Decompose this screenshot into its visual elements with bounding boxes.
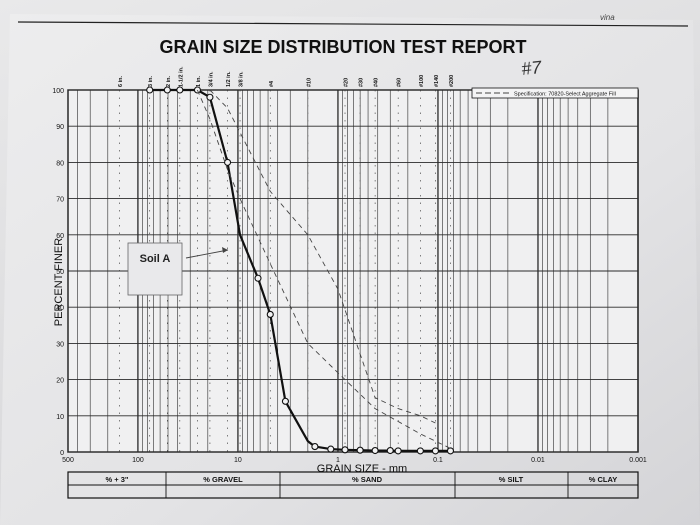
sieve-label: 1/2 in. [226, 71, 232, 87]
sieve-label: #30 [359, 78, 365, 87]
x-axis-label: GRAIN SIZE - mm [317, 463, 407, 475]
y-tick-label: 50 [56, 269, 64, 276]
footer-table: % + 3" % GRAVEL % SAND % SILT % CLAY [67, 471, 639, 499]
sieve-label: 3/4 in. [208, 71, 214, 87]
y-tick-label: 10 [56, 414, 64, 421]
sieve-label: 3/8 in. [239, 71, 245, 87]
soil-a-data-point [416, 447, 424, 455]
sieve-label: #20 [344, 78, 350, 87]
sieve-label: #200 [449, 75, 455, 87]
soil-a-data-point [206, 93, 214, 101]
sieve-labels: 6 in. 3 in. 2 in. 1-1/2 in. 1 in. 3/4 in. 1/2 … [118, 66, 455, 87]
footer-col-sand: % SAND [352, 475, 383, 484]
callout-label: Soil A [140, 253, 171, 265]
y-tick-label: 0 [60, 450, 64, 457]
legend-box [471, 87, 639, 99]
soil-a-callout: Soil A [127, 242, 229, 296]
series-layer [146, 86, 455, 455]
soil-a-data-point [254, 274, 262, 282]
sieve-label: #4 [269, 80, 275, 87]
soil-a-data-point [281, 397, 289, 405]
border-line-top [17, 21, 689, 27]
corner-scribble: vina [600, 13, 615, 22]
x-tick-label: 0.1 [433, 457, 443, 464]
sieve-label: #10 [306, 78, 312, 87]
spec-limit-line-1 [196, 89, 451, 449]
x-tick-label: 0.001 [629, 457, 647, 464]
sieve-label: 1 in. [196, 76, 202, 87]
footer-col-plus3: % + 3" [106, 475, 129, 484]
sieve-label: 2 in. [166, 76, 172, 87]
soil-a-data-point [394, 447, 402, 455]
y-tick-label: 30 [56, 341, 64, 348]
y-axis-ticks: 0 10 20 30 40 50 60 70 80 90 100 [52, 88, 64, 457]
callout-arrow [185, 249, 229, 259]
soil-a-data-point [311, 443, 319, 451]
x-tick-label: 100 [132, 457, 144, 464]
sieve-label: 6 in. [118, 76, 124, 87]
y-tick-label: 90 [56, 124, 64, 131]
y-tick-label: 20 [56, 378, 64, 385]
sieve-label: #40 [374, 78, 380, 87]
callout-box [127, 242, 183, 296]
legend: Specification: 70820-Select Aggregate Fi… [471, 87, 639, 99]
y-tick-label: 60 [56, 233, 64, 240]
soil-a-data-point [356, 446, 364, 454]
soil-a-data-point [446, 447, 455, 455]
soil-a-data-point [431, 447, 439, 455]
y-tick-label: 100 [52, 88, 64, 95]
grain-size-chart: 6 in. 3 in. 2 in. 1-1/2 in. 1 in. 3/4 in. 1/2 … [52, 66, 647, 475]
soil-a-data-point [223, 158, 232, 166]
soil-a-data-point [386, 447, 394, 455]
callout-arrowhead [222, 247, 228, 253]
report-title: GRAIN SIZE DISTRIBUTION TEST REPORT [159, 37, 526, 57]
x-tick-label: 500 [62, 457, 74, 464]
soil-a-data-point [327, 445, 335, 453]
footer-col-gravel: % GRAVEL [203, 475, 243, 484]
soil-a-data-point [163, 86, 171, 94]
sieve-label: 1-1/2 in. [178, 66, 184, 87]
handwritten-note: #7 [520, 57, 543, 79]
x-tick-label: 0.01 [531, 457, 545, 464]
sieve-label: 3 in. [148, 76, 154, 87]
footer-col-silt: % SILT [499, 475, 524, 484]
spec-limit-line-2 [209, 89, 436, 424]
x-axis-ticks: 500 100 10 1 0.1 0.01 0.001 [62, 457, 647, 464]
soil-a-data-point [266, 310, 274, 318]
y-tick-label: 40 [56, 305, 64, 312]
x-tick-label: 1 [336, 457, 340, 464]
y-axis-label: PERCENT FINER [53, 238, 65, 326]
soil-a-data-point [371, 447, 379, 455]
x-tick-label: 10 [234, 457, 242, 464]
legend-label: Specification: 70820-Select Aggregate Fi… [514, 92, 616, 98]
soil-a-data-point [176, 86, 184, 94]
y-tick-label: 70 [56, 197, 64, 204]
soil-a-data-point [341, 446, 349, 454]
y-tick-label: 80 [56, 160, 64, 167]
sieve-label: #60 [397, 78, 403, 87]
sieve-label: #100 [419, 75, 425, 87]
footer-col-clay: % CLAY [589, 475, 617, 484]
sieve-label: #140 [434, 75, 440, 87]
soil-a-data-point [146, 86, 154, 94]
